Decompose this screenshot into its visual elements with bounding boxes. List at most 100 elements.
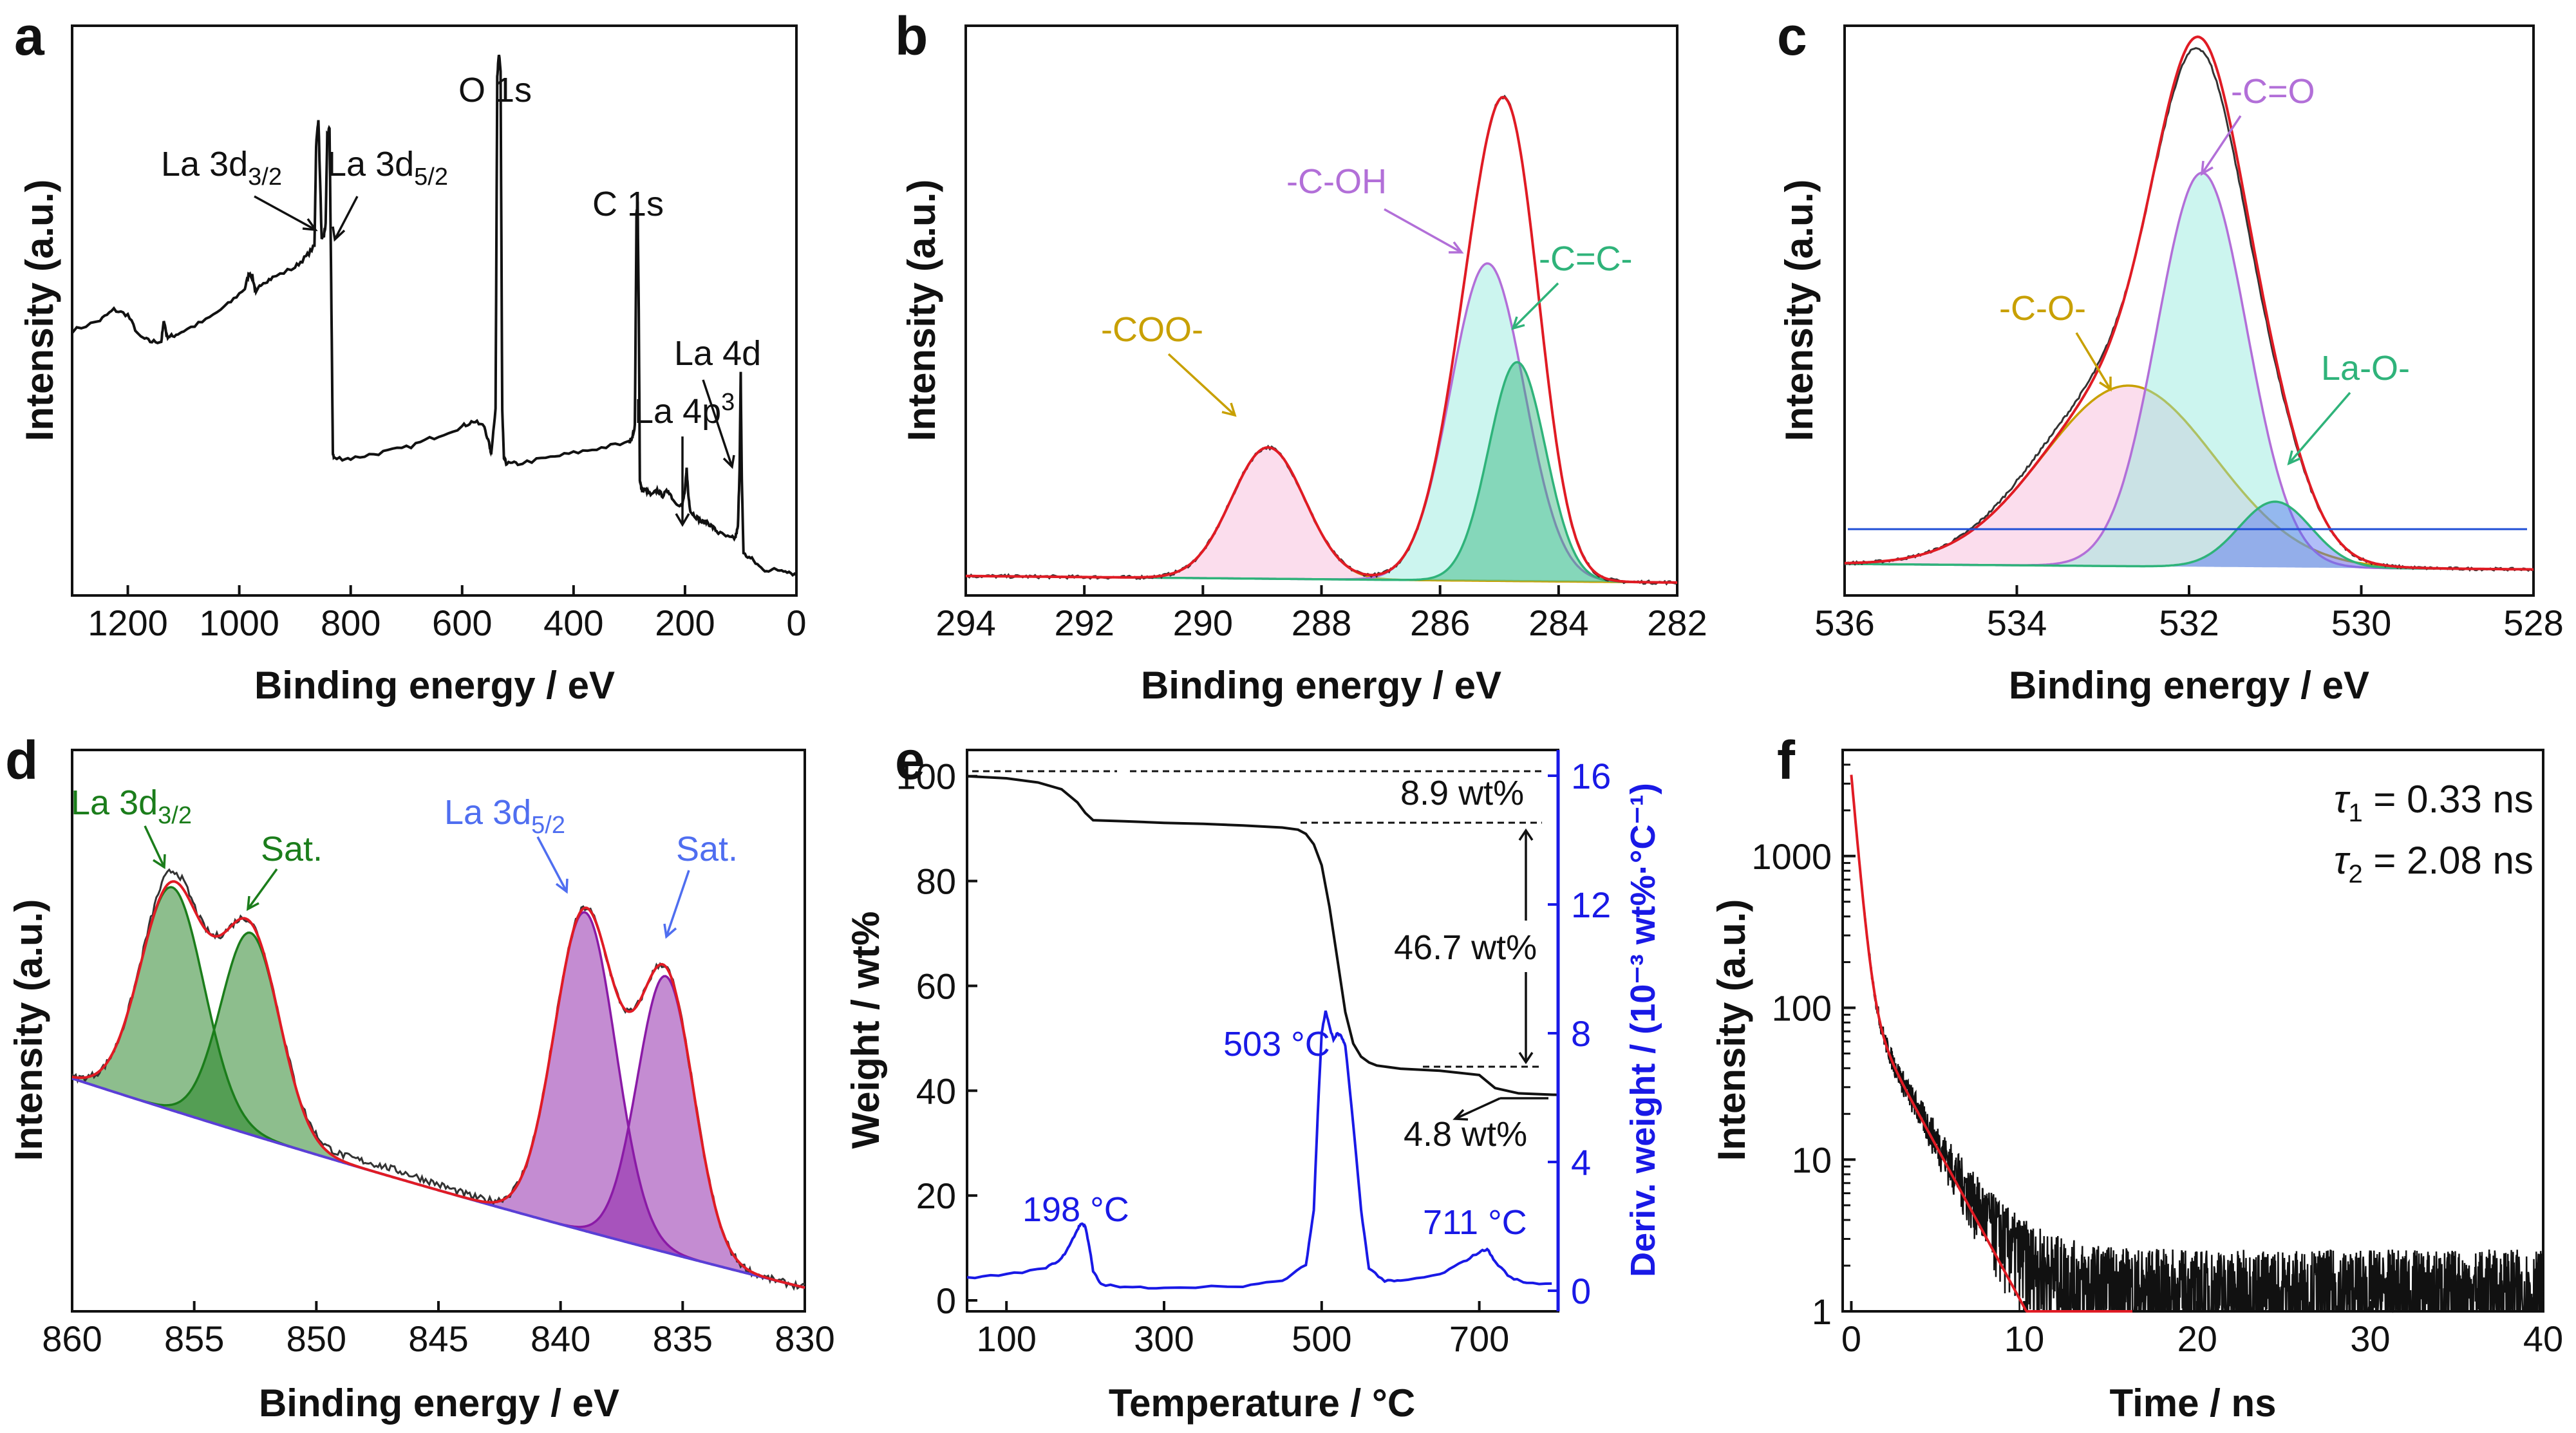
x-tick-label-a-3: 600 (432, 603, 492, 643)
annotation-711c: 711 °C (1423, 1203, 1527, 1242)
x-tick-label-b-0: 294 (935, 603, 995, 643)
x-tick-label-a-1: 1000 (199, 603, 279, 643)
span-arrows-e (1453, 828, 1548, 1121)
y-tick-label-e-5: 100 (896, 756, 956, 797)
y-tick-label-e-3: 60 (916, 966, 956, 1006)
tau1-value: 0.33 ns (2407, 778, 2534, 821)
x-tick-label-a-0: 1200 (88, 603, 168, 643)
x-axis-label-d: Binding energy / eV (259, 1381, 619, 1425)
annotation-la3d32-d: La 3d3/2 (71, 783, 192, 829)
la3d52-a-base: La 3d (327, 145, 414, 183)
la3d52-d-sub: 5/2 (531, 812, 565, 839)
panel-label-d: d (5, 730, 38, 791)
x-axis-label-f: Time / ns (2110, 1381, 2277, 1425)
tau1-eq: = (2363, 778, 2407, 821)
panel-label-a: a (14, 6, 45, 66)
x-ticks-b: 294 292 290 288 286 284 282 (935, 585, 1707, 643)
annotation-467wt: 46.7 wt% (1394, 928, 1537, 967)
annotation-co: -C-O- (1999, 289, 2086, 328)
panel-b: b 294 292 290 288 286 284 282 Binding energy /… (895, 6, 1707, 707)
tau2-value: 2.08 ns (2407, 839, 2534, 882)
x-tick-label-e-3: 700 (1449, 1318, 1509, 1359)
x-tick-label-d-0: 860 (42, 1318, 102, 1359)
panel-label-f: f (1777, 730, 1796, 791)
la3d32-a-sub: 3/2 (248, 164, 282, 191)
x-axis-label-c: Binding energy / eV (2009, 664, 2369, 707)
annotation-coo: -COO- (1101, 310, 1203, 349)
la3d32-a-base: La 3d (161, 145, 248, 183)
component-fill-1 (966, 447, 1677, 583)
y-tick-label-f-3: 1000 (1751, 836, 1832, 877)
tau2-sym: τ (2334, 839, 2351, 882)
x-tick-label-f-4: 40 (2523, 1318, 2563, 1359)
y-tick-label-f-2: 100 (1772, 988, 1832, 1029)
x-tick-label-c-2: 532 (2159, 603, 2219, 643)
y-axis-label-e: Weight / wt% (844, 912, 887, 1149)
y-axis-label-a: Intensity (a.u.) (18, 180, 61, 442)
panel-d: d 860 855 850 845 840 835 830 Binding energy /… (5, 730, 835, 1425)
x-tick-label-f-0: 0 (1841, 1318, 1861, 1359)
y-tick-label-e-4: 80 (916, 861, 956, 902)
x-tick-label-c-1: 534 (1987, 603, 2047, 643)
y-axis-label-f: Intensity (a.u.) (1710, 899, 1753, 1161)
annotation-89wt: 8.9 wt% (1400, 774, 1524, 812)
la4p-base: La 4p (634, 392, 721, 431)
x-axis-label-b: Binding energy / eV (1141, 664, 1501, 707)
y-tick-label-e-0: 0 (936, 1280, 956, 1321)
annotation-sat-52: Sat. (676, 830, 738, 868)
x-tick-label-c-3: 530 (2331, 603, 2391, 643)
annotation-sat-32: Sat. (261, 830, 323, 868)
fit-envelope-d (71, 880, 805, 1289)
y-tick-label-f-0: 1 (1812, 1291, 1832, 1332)
x-tick-label-d-2: 850 (287, 1318, 346, 1359)
arrows-b (1167, 208, 1559, 417)
x-tick-label-d-3: 845 (408, 1318, 468, 1359)
la3d52-a-sub: 5/2 (414, 164, 448, 191)
y2-tick-label-e-1: 4 (1571, 1142, 1591, 1183)
y-axis-label-d: Intensity (a.u.) (7, 899, 50, 1161)
x-tick-label-c-4: 528 (2503, 603, 2563, 643)
x-axis-label-a: Binding energy / eV (254, 664, 615, 707)
x-ticks-c: 536 534 532 530 528 (1814, 585, 2564, 643)
reference-lines-e (972, 770, 1542, 1068)
tga-weight-curve (966, 774, 1559, 1096)
x-tick-label-c-0: 536 (1814, 603, 1874, 643)
component-fill-2 (1845, 173, 2534, 570)
x-tick-label-b-5: 284 (1528, 603, 1588, 643)
annotation-la3d52-a: La 3d5/2 (327, 145, 448, 191)
annotation-la4p: La 4p3 (634, 389, 735, 431)
x-tick-label-d-1: 855 (164, 1318, 224, 1359)
annotation-503c: 503 °C (1223, 1025, 1330, 1063)
dtg-curve (966, 1010, 1552, 1290)
x-tick-label-a-2: 800 (321, 603, 381, 643)
plot-frame-f (1841, 749, 2544, 1313)
decay-data-line (1850, 776, 2544, 1313)
panel-label-e: e (895, 730, 925, 791)
x-tick-label-b-1: 292 (1054, 603, 1114, 643)
annotation-la3d32-a: La 3d3/2 (161, 145, 282, 191)
x-tick-label-a-4: 400 (543, 603, 603, 643)
fit-envelope-c (1844, 35, 2534, 571)
annotation-o1s: O 1s (458, 71, 532, 109)
annotation-cc: -C=C- (1539, 239, 1633, 278)
component-fill-4 (72, 976, 805, 1288)
x-tick-label-d-5: 835 (653, 1318, 713, 1359)
panel-label-c: c (1777, 6, 1807, 66)
y2-tick-label-e-3: 12 (1571, 885, 1611, 925)
plot-frame-a (71, 24, 798, 597)
la3d32-d-base: La 3d (71, 783, 158, 822)
component-fill-2 (966, 263, 1677, 583)
panel-e: e 100 300 500 700 0 20 40 60 80 100 0 4 8 12 16 8.9 wt… (844, 730, 1662, 1425)
annotation-198c: 198 °C (1022, 1190, 1129, 1229)
y-axis-label-b: Intensity (a.u.) (900, 180, 943, 442)
la3d52-d-base: La 3d (444, 793, 531, 832)
panel-c: c 536 534 532 530 528 Binding energy / eV In… (1777, 6, 2564, 707)
x-tick-label-f-1: 10 (2004, 1318, 2044, 1359)
axis-ticks-f: 0 10 20 30 40 1 10 100 1000 (1751, 749, 2563, 1359)
x-tick-label-b-4: 286 (1410, 603, 1470, 643)
x-tick-label-b-2: 290 (1173, 603, 1233, 643)
annotation-lao: La-O- (2321, 349, 2410, 388)
fitted-components-d (71, 886, 805, 1289)
x-tick-label-d-4: 840 (531, 1318, 590, 1359)
